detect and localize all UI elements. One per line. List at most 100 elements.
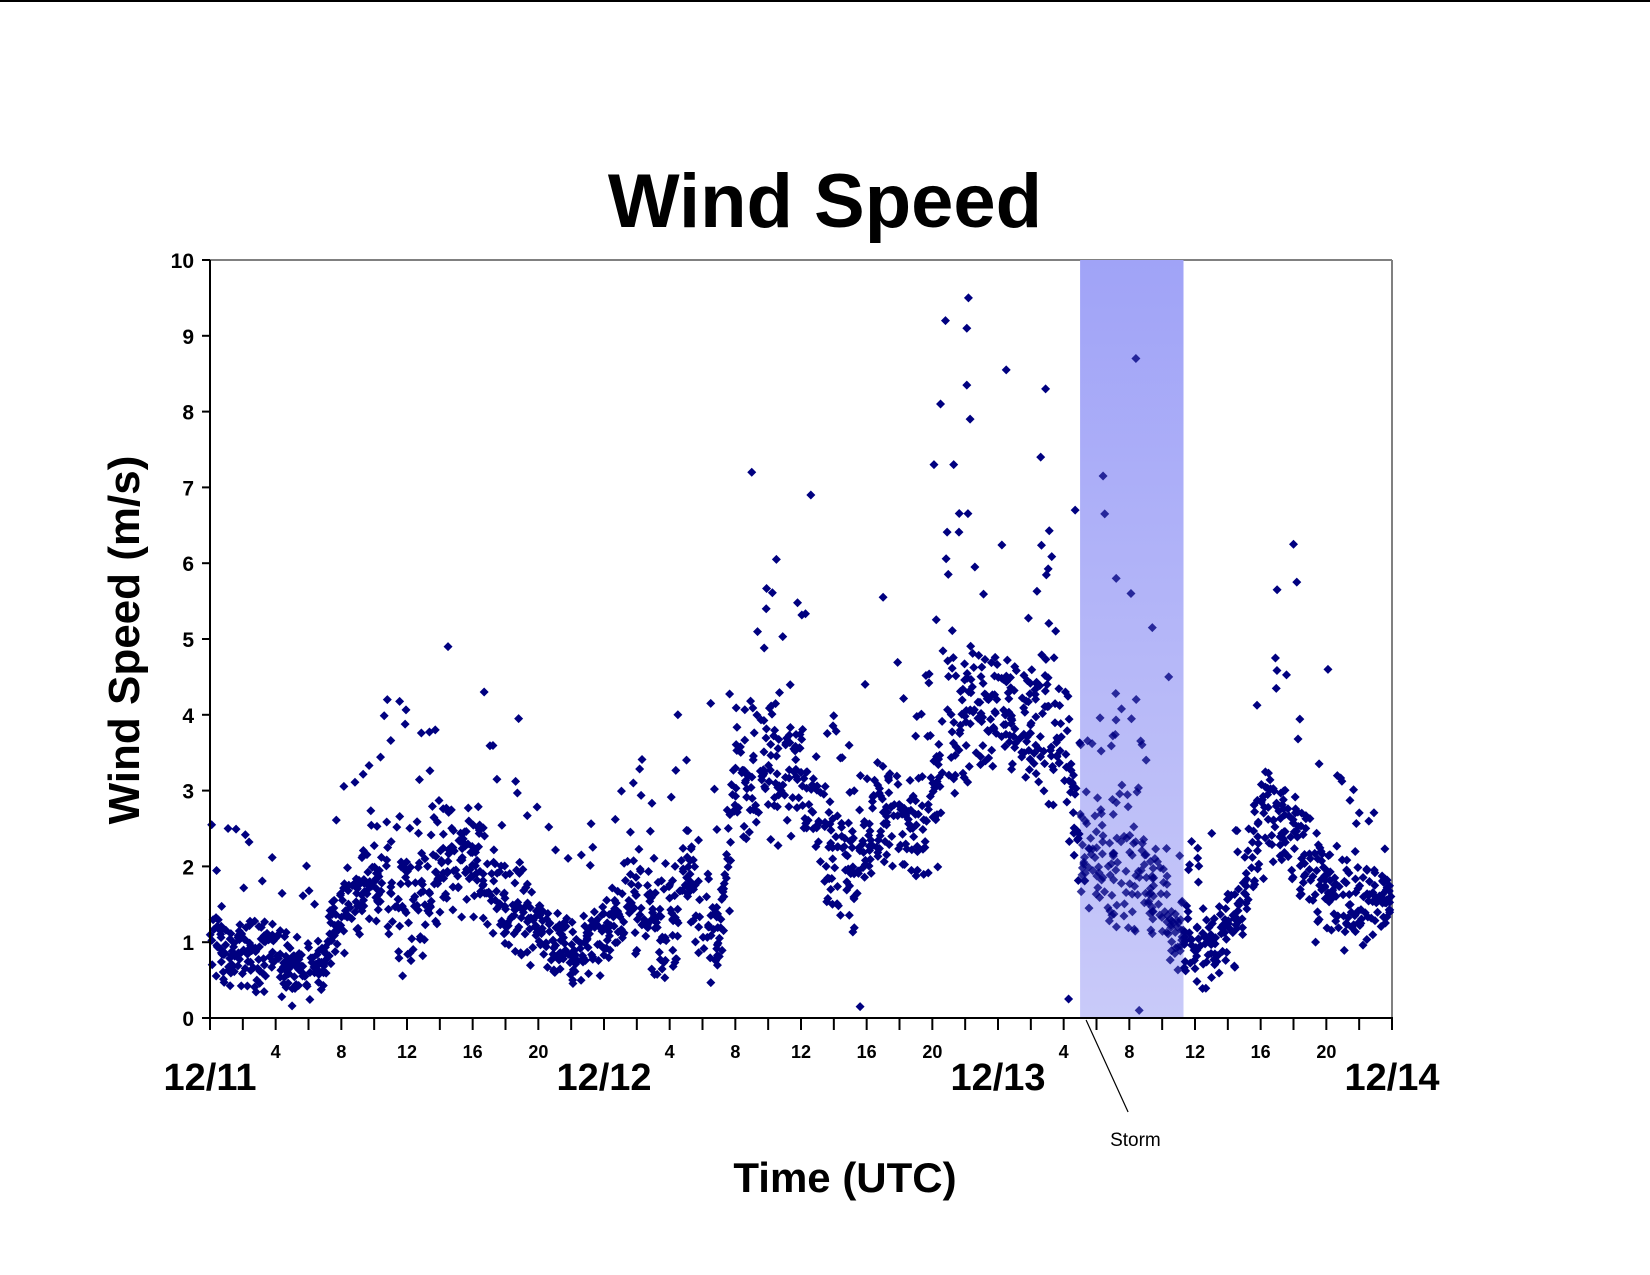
data-point-marker: [740, 778, 750, 788]
data-point-marker: [1001, 365, 1011, 375]
data-point-marker: [468, 820, 478, 830]
data-point-marker: [355, 929, 365, 939]
data-point-marker: [741, 834, 751, 844]
data-point-marker: [1272, 585, 1282, 595]
data-point-marker: [1295, 891, 1305, 901]
data-point-marker: [1263, 802, 1273, 812]
data-point-marker: [372, 821, 382, 831]
data-point-marker: [525, 924, 535, 934]
data-point-marker: [802, 823, 812, 833]
data-point-marker: [748, 751, 758, 761]
data-point-marker: [298, 961, 308, 971]
data-point-marker: [1119, 899, 1129, 909]
data-point-marker: [858, 836, 868, 846]
data-point-marker: [1122, 790, 1132, 800]
data-point-marker: [251, 987, 261, 997]
data-point-marker: [1287, 865, 1297, 875]
data-point-marker: [350, 907, 360, 917]
data-point-marker: [498, 889, 508, 899]
data-point-marker: [695, 895, 705, 905]
data-point-marker: [240, 963, 250, 973]
data-point-marker: [813, 837, 823, 847]
data-point-marker: [1214, 902, 1224, 912]
data-point-marker: [604, 927, 614, 937]
x-axis-title: Time (UTC): [733, 1154, 957, 1201]
data-point-marker: [403, 878, 413, 888]
data-point-marker: [257, 876, 267, 886]
data-point-marker: [843, 818, 853, 828]
data-point-marker: [416, 728, 426, 738]
data-point-marker: [1238, 930, 1248, 940]
storm-annotation: Storm: [1085, 1019, 1161, 1151]
data-point-marker: [770, 725, 780, 735]
data-point-marker: [898, 829, 908, 839]
data-point-marker: [570, 966, 580, 976]
data-point-marker: [635, 864, 645, 874]
data-point-marker: [954, 527, 964, 537]
data-point-marker: [359, 878, 369, 888]
data-point-marker: [652, 923, 662, 933]
data-point-marker: [1265, 775, 1275, 785]
data-point-marker: [1068, 808, 1078, 818]
data-point-marker: [1021, 772, 1031, 782]
data-point-marker: [425, 889, 435, 899]
data-point-marker: [424, 908, 434, 918]
data-point-marker: [443, 845, 453, 855]
data-point-marker: [780, 790, 790, 800]
data-point-marker: [706, 978, 716, 988]
data-point-marker: [712, 960, 722, 970]
data-point-marker: [607, 883, 617, 893]
data-point-marker: [1209, 914, 1219, 924]
data-point-marker: [407, 934, 417, 944]
data-point-marker: [1061, 749, 1071, 759]
data-point-marker: [631, 872, 641, 882]
data-point-marker: [1165, 955, 1175, 965]
data-point-marker: [1267, 830, 1277, 840]
data-point-marker: [1183, 907, 1193, 917]
data-point-marker: [976, 672, 986, 682]
data-point-marker: [1339, 945, 1349, 955]
data-point-marker: [1315, 843, 1325, 853]
data-point-marker: [1095, 892, 1105, 902]
data-point-marker: [1274, 806, 1284, 816]
data-point-marker: [951, 671, 961, 681]
data-point-marker: [932, 751, 942, 761]
data-point-marker: [602, 895, 612, 905]
data-point-marker: [277, 992, 287, 1002]
data-point-marker: [474, 829, 484, 839]
data-point-marker: [765, 765, 775, 775]
data-point-marker: [1112, 900, 1122, 910]
data-point-marker: [1370, 880, 1380, 890]
data-point-marker: [217, 901, 227, 911]
data-point-marker: [1275, 840, 1285, 850]
data-point-marker: [772, 769, 782, 779]
data-point-marker: [239, 945, 249, 955]
data-point-marker: [917, 801, 927, 811]
data-point-marker: [514, 714, 524, 724]
data-point-marker: [1276, 814, 1286, 824]
data-point-marker: [731, 703, 741, 713]
data-point-marker: [404, 918, 414, 928]
data-point-marker: [864, 819, 874, 829]
data-point-marker: [1362, 934, 1372, 944]
data-point-marker: [759, 747, 769, 757]
data-point-marker: [855, 805, 865, 815]
data-point-marker: [1256, 797, 1266, 807]
data-point-marker: [815, 857, 825, 867]
data-point-marker: [1084, 903, 1094, 913]
data-point-marker: [229, 967, 239, 977]
data-point-marker: [675, 886, 685, 896]
data-point-marker: [643, 867, 653, 877]
data-point-marker: [731, 791, 741, 801]
data-point-marker: [256, 922, 266, 932]
data-point-marker: [1119, 911, 1129, 921]
data-point-marker: [1373, 907, 1383, 917]
data-point-marker: [1180, 932, 1190, 942]
data-point-marker: [1141, 873, 1151, 883]
data-point-marker: [673, 931, 683, 941]
data-point-marker: [1193, 853, 1203, 863]
data-point-marker: [525, 960, 535, 970]
data-point-marker: [282, 960, 292, 970]
data-point-marker: [1027, 665, 1037, 675]
data-point-marker: [950, 770, 960, 780]
